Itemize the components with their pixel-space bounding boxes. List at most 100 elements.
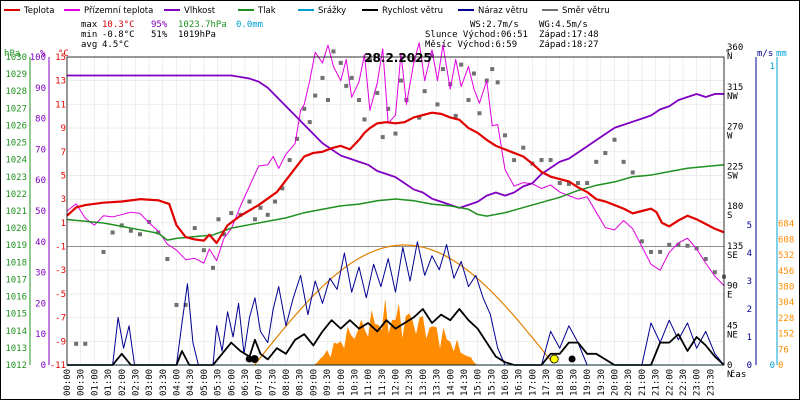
x-tick-label: 21:00 [638,369,648,396]
humidity-tick: 40 [35,238,46,248]
pressure-tick: 1026 [5,121,27,131]
direction-point [338,60,343,65]
stats-max-label: max [81,20,98,30]
stats-avg-temp: 4.5°C [102,40,129,50]
solar-tick: 532 [778,251,794,261]
moonrise-marker [245,355,253,363]
pressure-tick: 1023 [5,173,27,183]
x-tick-label: 20:30 [624,369,634,396]
direction-point [658,249,663,254]
direction-point [137,232,142,237]
stats-min-temp: -0.8°C [102,30,135,40]
rain-tick: 1 [770,62,775,72]
pressure-tick: 1016 [5,293,27,303]
x-tick-label: 03:30 [159,369,169,396]
direction-point [356,98,361,102]
axis-label-wind: m/s [757,49,773,59]
direction-name: SW [727,171,738,181]
direction-point [477,111,482,116]
direction-name: NW [727,92,738,102]
temperature-tick: 15 [55,53,66,63]
direction-point [273,199,278,204]
temperature-tick: 5 [61,171,66,181]
x-tick-label: 04:00 [173,369,183,396]
direction-point [440,67,445,72]
direction-point [110,230,115,235]
legend-label: Rychlost větru [382,6,443,16]
pressure-tick: 1014 [5,327,27,337]
pressure-tick: 1028 [5,87,27,97]
humidity-tick: 20 [35,299,46,309]
legend-label: Směr větru [562,6,610,16]
x-tick-label: 09:30 [323,369,333,396]
pressure-tick: 1018 [5,258,27,268]
x-tick-label: 01:30 [104,369,114,396]
direction-point [174,302,179,307]
axis-label-humidity: % [40,49,46,59]
direction-tick: 180 [727,202,743,212]
stats-avg-label: avg [81,40,97,50]
pressure-tick: 1020 [5,224,27,234]
direction-point [648,249,653,254]
direction-name: NE [727,330,738,340]
direction-point [331,49,336,54]
temperature-tick: 11 [55,100,66,110]
rain-tick: 0 [770,361,775,371]
x-tick-label: 09:00 [309,369,319,396]
wind-tick: 2 [747,305,752,315]
stats-max-temp: 10.3°C [102,20,135,30]
direction-point [448,82,453,87]
x-tick-label: 07:00 [255,369,265,396]
direction-point [287,158,292,163]
stats-ws: WS:2.7m/s [470,20,519,30]
x-tick-label: 06:30 [241,369,251,396]
x-tick-label: 22:00 [665,369,675,396]
x-tick-label: 12:00 [392,369,402,396]
x-tick-label: 11:30 [378,369,388,396]
x-tick-label: 10:30 [350,369,360,396]
x-tick-label: 22:30 [679,369,689,396]
x-tick-label: 12:30 [405,369,415,396]
x-tick-label: 16:00 [501,369,511,396]
direction-tick: 270 [727,123,743,133]
x-tick-label: 03:00 [145,369,155,396]
direction-point [313,93,318,98]
direction-point [667,242,672,247]
x-tick-label: 04:30 [186,369,196,396]
solar-tick: 228 [778,314,794,324]
axis-label-temperature: °C [58,49,69,59]
plot-frame [66,56,725,366]
direction-point [380,135,385,140]
humidity-tick: 60 [35,176,46,186]
x-axis-unit: čas [730,369,746,380]
direction-point [252,217,257,222]
x-tick-label: 13:00 [419,369,429,396]
direction-point [280,186,285,191]
direction-point [453,113,458,118]
x-tick-label: 10:00 [337,369,347,396]
direction-point [128,228,133,233]
direction-point [639,239,644,244]
x-tick-label: 15:30 [487,369,497,396]
x-tick-label: 07:30 [268,369,278,396]
direction-point [201,248,206,253]
direction-point [539,158,544,163]
sunrise-marker [250,355,259,363]
pressure-tick: 1013 [5,344,27,354]
solar-tick: 608 [778,235,794,245]
wind-tick: 5 [747,221,752,231]
axis-label-pressure: hPa [4,49,20,59]
direction-point [119,223,124,228]
x-tick-label: 19:30 [597,369,607,396]
solar-area [313,298,478,365]
direction-point [471,71,476,76]
solar-tick: 304 [778,298,794,308]
direction-point [362,117,367,122]
direction-name: SE [727,251,738,261]
direction-point [612,137,617,142]
x-tick-label: 08:00 [282,369,292,396]
pressure-tick: 1030 [5,53,27,63]
stats-panel: max 10.3°C 95% 1023.7hPa 0.0mm min -0.8°… [81,20,599,50]
solar-tick: 456 [778,267,794,277]
humidity-tick: 0 [41,361,46,371]
